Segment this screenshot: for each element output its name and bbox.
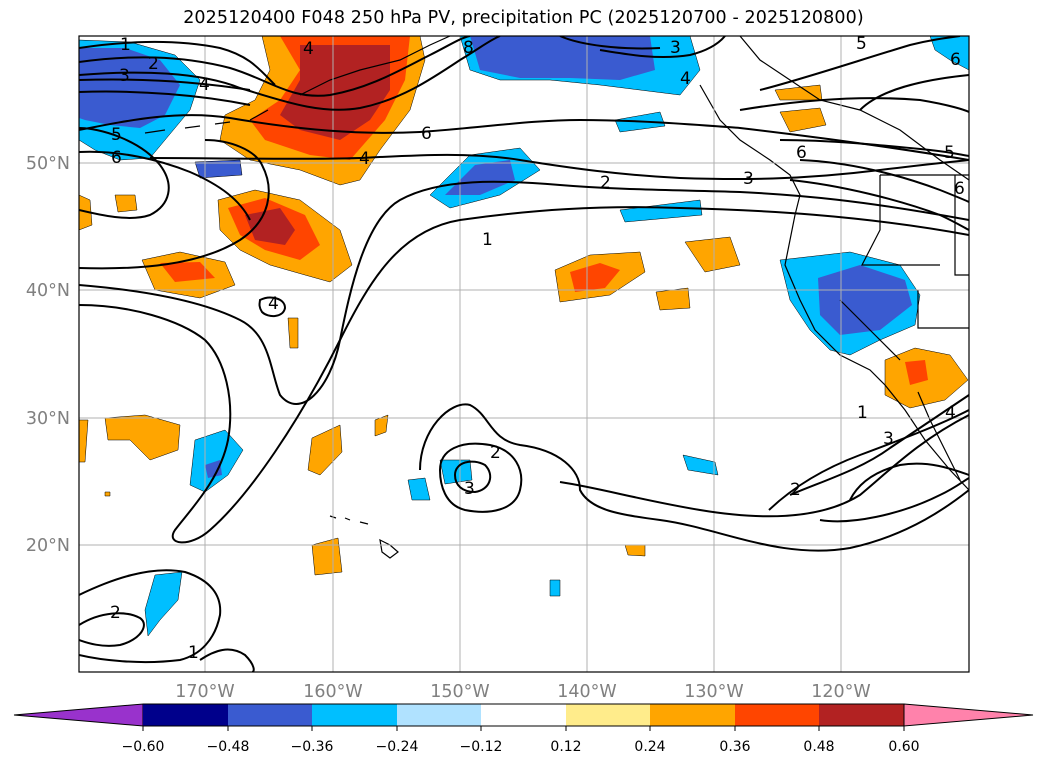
colorbar-segment [735, 704, 819, 726]
contour-label: 5 [944, 143, 955, 163]
pv-contours [79, 36, 969, 672]
lat-label-50n: 50°N [26, 154, 70, 174]
colorbar-tick-label: 0.48 [803, 739, 834, 755]
colorbar: −0.60 −0.48 −0.36 −0.24 −0.12 0.12 0.24 … [13, 703, 1034, 755]
colorbar-segment [819, 704, 904, 726]
colorbar-segment [143, 704, 228, 726]
contour-label: 6 [950, 50, 961, 70]
contour-label: 3 [670, 38, 681, 58]
colorbar-extend-low [13, 703, 144, 727]
contour-label: 4 [303, 39, 314, 59]
contour-label: 6 [421, 124, 432, 144]
gridlines [79, 36, 969, 672]
precip-fields [79, 36, 969, 637]
contour-label: 1 [857, 403, 868, 423]
lat-label-20n: 20°N [26, 536, 70, 556]
colorbar-segment [397, 704, 481, 726]
colorbar-tick-label: 0.12 [550, 739, 581, 755]
colorbar-tick-label: −0.24 [376, 739, 419, 755]
contour-label: 4 [945, 403, 956, 423]
colorbar-segment [650, 704, 735, 726]
colorbar-tick-label: 0.24 [634, 739, 665, 755]
contour-label: 4 [199, 75, 210, 95]
colorbar-tick-label: 0.36 [719, 739, 750, 755]
contour-label: 1 [120, 35, 131, 55]
contour-label: 3 [464, 479, 475, 499]
lat-label-30n: 30°N [26, 409, 70, 429]
contour-label: 8 [463, 38, 474, 58]
colorbar-extend-high [903, 703, 1034, 727]
contour-label: 1 [188, 643, 199, 663]
contour-label: 6 [954, 179, 965, 199]
lon-label-170w: 170°W [175, 682, 234, 702]
map-frame [78, 35, 970, 673]
contour-label: 2 [490, 443, 501, 463]
contour-label: 2 [600, 173, 611, 193]
contour-label: 2 [110, 603, 121, 623]
contour-label: 4 [359, 149, 370, 169]
contour-label: 6 [796, 143, 807, 163]
contour-label: 3 [883, 429, 894, 449]
lon-label-150w: 150°W [430, 682, 489, 702]
lon-label-140w: 140°W [557, 682, 616, 702]
contour-label: 2 [790, 480, 801, 500]
colorbar-tick-label: −0.60 [122, 739, 165, 755]
longitude-labels: 170°W 160°W 150°W 140°W 130°W 120°W [175, 682, 870, 702]
colorbar-segment [228, 704, 312, 726]
lon-label-130w: 130°W [684, 682, 743, 702]
lat-label-40n: 40°N [26, 281, 70, 301]
colorbar-tick-label: −0.48 [207, 739, 250, 755]
lon-label-120w: 120°W [811, 682, 870, 702]
contour-label: 5 [111, 125, 122, 145]
lon-label-160w: 160°W [303, 682, 362, 702]
colorbar-segment [481, 704, 566, 726]
colorbar-tick-label: 0.60 [888, 739, 919, 755]
contour-label: 3 [119, 66, 130, 86]
colorbar-segment [566, 704, 650, 726]
contour-label: 1 [482, 230, 493, 250]
map-area: 1 2 3 4 5 6 4 6 4 8 3 4 5 6 2 3 6 5 6 1 … [79, 34, 969, 672]
contour-label: 2 [148, 54, 159, 74]
colorbar-tick-label: −0.36 [291, 739, 334, 755]
page-title: 2025120400 F048 250 hPa PV, precipitatio… [183, 8, 864, 28]
contour-label: 5 [856, 34, 867, 54]
contour-label: 6 [111, 148, 122, 168]
coastlines [144, 36, 969, 559]
colorbar-tick-label: −0.12 [460, 739, 503, 755]
pv-contour-labels: 1 2 3 4 5 6 4 6 4 8 3 4 5 6 2 3 6 5 6 1 … [110, 34, 965, 663]
contour-label: 4 [680, 69, 691, 89]
colorbar-segment [312, 704, 397, 726]
contour-label: 4 [268, 294, 279, 314]
latitude-labels: 50°N 40°N 30°N 20°N [26, 154, 70, 556]
contour-label: 3 [743, 169, 754, 189]
